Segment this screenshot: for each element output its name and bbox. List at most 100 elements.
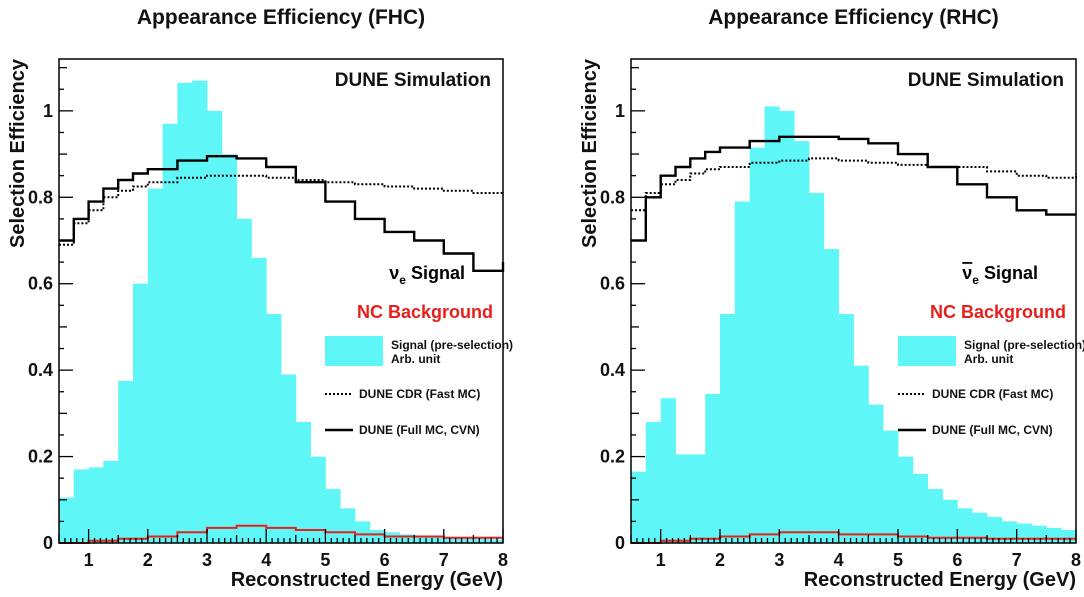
x-tick-label: 7 [439, 550, 449, 570]
signal-histogram-bar [987, 517, 1003, 543]
signal-histogram-bar [429, 536, 445, 543]
signal-histogram-bar [488, 539, 504, 543]
x-tick-label: 6 [380, 550, 390, 570]
signal-histogram-bar [266, 314, 282, 543]
plot-frame [58, 58, 504, 544]
signal-histogram-bar [1061, 530, 1077, 543]
x-tick-label: 7 [1012, 550, 1022, 570]
legend-fill-swatch [325, 336, 383, 366]
signal-histogram-bar [749, 147, 765, 543]
full-mc-cvn-line [631, 135, 1076, 242]
y-tick-label: 0.8 [600, 187, 625, 207]
signal-histogram-bar [281, 374, 297, 543]
signal-histogram-bar [103, 460, 119, 543]
signal-histogram-bar [414, 536, 430, 543]
cdr-fast-mc-line [631, 157, 1077, 212]
x-tick-label: 4 [261, 550, 271, 570]
x-tick-label: 5 [320, 550, 330, 570]
signal-histogram-bar [853, 365, 869, 543]
signal-histogram-bar [779, 110, 795, 544]
plot-frame [630, 58, 1077, 544]
y-tick-label: 0 [615, 533, 625, 553]
signal-histogram-bar [443, 537, 459, 543]
dune-simulation-label: DUNE Simulation [908, 70, 1064, 91]
signal-histogram-bar [883, 430, 899, 543]
y-tick-label: 0.6 [28, 274, 53, 294]
signal-histogram-bar [734, 201, 750, 543]
signal-histogram-bar [458, 538, 474, 543]
x-tick-label: 3 [202, 550, 212, 570]
legend-label: Arb. unit [964, 352, 1013, 366]
signal-histogram-bar [838, 314, 854, 543]
y-axis-label: Selection Efficiency [579, 58, 601, 248]
y-tick-label: 0.4 [600, 360, 625, 380]
x-tick-label: 3 [774, 550, 784, 570]
x-tick-label: 6 [952, 550, 962, 570]
x-tick-label: 8 [1071, 550, 1081, 570]
y-tick-label: 0.2 [28, 447, 53, 467]
legend-label: DUNE (Full MC, CVN) [359, 423, 480, 437]
x-tick-label: 2 [715, 550, 725, 570]
y-tick-label: 0.8 [28, 187, 53, 207]
legend-label: DUNE (Full MC, CVN) [932, 423, 1053, 437]
signal-histogram-bar [927, 489, 943, 543]
cdr-fast-mc-line [59, 174, 504, 246]
signal-suffix: Signal [406, 263, 465, 283]
signal-histogram-bar [251, 257, 267, 543]
signal-histogram-bar [473, 538, 489, 543]
signal-histogram-bar [957, 508, 973, 543]
signal-histogram-bar [369, 530, 385, 543]
signal-histogram-bar [794, 141, 810, 543]
signal-histogram-bar [631, 471, 647, 543]
signal-histogram-bar [162, 123, 178, 544]
y-tick-label: 0.6 [600, 274, 625, 294]
y-tick-label: 0.4 [28, 360, 53, 380]
signal-histogram-bar [645, 422, 661, 543]
signal-histogram-bar [133, 283, 149, 543]
signal-histogram-bar [809, 193, 825, 543]
signal-histogram-bar [59, 497, 75, 543]
signal-histogram-bar [660, 398, 676, 543]
signal-histogram-bar [1046, 527, 1062, 543]
dune-simulation-label: DUNE Simulation [335, 70, 491, 91]
y-tick-label: 1 [615, 101, 625, 121]
signal-histogram-bar [823, 249, 839, 543]
signal-histogram-bar [942, 499, 958, 543]
y-tick-label: 0 [43, 533, 53, 553]
x-axis-label: Reconstructed Energy (GeV) [804, 569, 1076, 591]
signal-histogram-bar [310, 456, 326, 543]
signal-label: νe Signal [389, 263, 465, 287]
signal-histogram-bar [295, 422, 311, 543]
chart-title: Appearance Efficiency (FHC) [137, 6, 425, 29]
nc-background-label: NC Background [357, 302, 493, 322]
nc-background-line [59, 524, 503, 544]
signal-histogram-bar [384, 532, 400, 543]
nc-background-label: NC Background [930, 302, 1066, 322]
legend-label: DUNE CDR (Fast MC) [932, 387, 1053, 401]
panel-rhc: Appearance Efficiency (RHC) 1 2 3 4 5 6 7 8 0 0.2 0… [579, 6, 1084, 591]
signal-label: νe Signal [962, 263, 1038, 287]
x-tick-label: 5 [893, 550, 903, 570]
signal-histogram-bar [972, 512, 988, 544]
x-tick-label: 1 [656, 550, 666, 570]
signal-histogram-bar [912, 473, 928, 543]
x-tick-label: 2 [143, 550, 153, 570]
signal-histogram-bar [147, 188, 163, 543]
x-tick-label: 8 [498, 550, 508, 570]
signal-histogram-bar [1031, 525, 1047, 543]
signal-histogram-bar [705, 393, 721, 543]
signal-histogram-bar [355, 521, 371, 543]
signal-histogram-bar [207, 110, 223, 544]
signal-histogram-bar [88, 467, 104, 543]
legend-label: Arb. unit [391, 352, 440, 366]
signal-histogram-bar [1016, 523, 1032, 543]
signal-nu: ν [389, 263, 399, 283]
signal-histogram-bar [868, 404, 884, 543]
signal-histogram-bar [177, 82, 193, 544]
signal-histogram-bar [236, 218, 252, 543]
y-tick-label: 0.2 [600, 447, 625, 467]
signal-histogram-bar [1001, 521, 1017, 543]
signal-histogram-bar [399, 534, 415, 543]
